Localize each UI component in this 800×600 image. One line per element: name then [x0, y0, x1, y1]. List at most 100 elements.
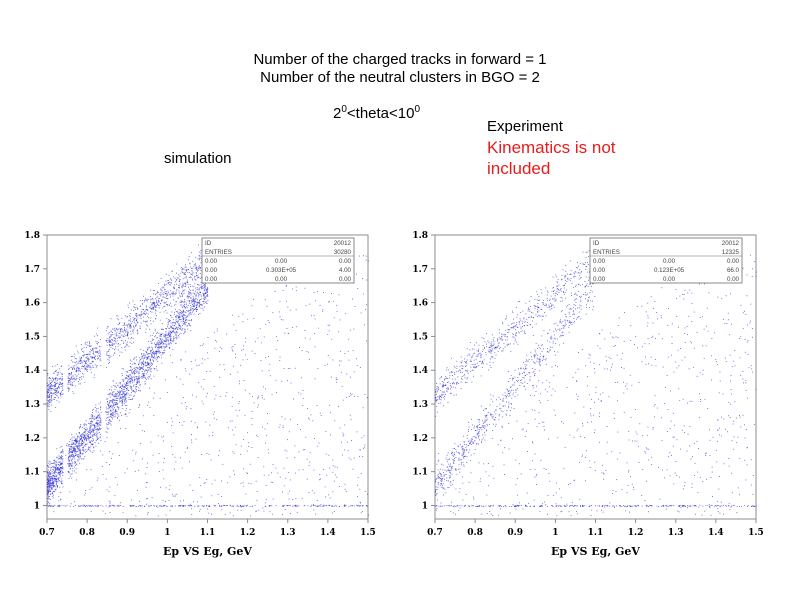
scatter-point: [192, 304, 194, 306]
scatter-point: [294, 457, 296, 459]
scatter-point: [68, 377, 70, 379]
scatter-point: [177, 297, 179, 299]
scatter-point: [308, 492, 310, 493]
scatter-point: [136, 389, 137, 391]
scatter-point: [136, 390, 138, 392]
scatter-point: [715, 361, 717, 363]
scatter-point: [200, 286, 202, 288]
scatter-point: [89, 430, 91, 431]
scatter-point: [53, 398, 55, 400]
scatter-point: [115, 341, 117, 343]
scatter-point: [174, 284, 175, 286]
scatter-point: [87, 438, 89, 439]
scatter-point: [188, 313, 190, 315]
scatter-point: [49, 482, 51, 484]
scatter-point: [56, 475, 58, 477]
scatter-point: [153, 293, 154, 295]
scatter-point: [173, 338, 175, 339]
data-points: [435, 243, 757, 517]
scatter-point: [314, 300, 316, 302]
scatter-point: [61, 376, 63, 377]
scatter-point: [73, 449, 74, 451]
scatter-point: [172, 505, 173, 507]
scatter-point: [77, 350, 79, 352]
scatter-point: [91, 418, 93, 419]
scatter-point: [157, 341, 159, 343]
scatter-point: [163, 296, 165, 298]
scatter-point: [149, 299, 151, 301]
scatter-point: [142, 372, 144, 374]
scatter-point: [57, 378, 59, 380]
scatter-point: [188, 259, 189, 261]
scatter-point: [205, 285, 206, 287]
scatter-point: [71, 461, 73, 463]
scatter-point: [116, 395, 118, 397]
scatter-point: [95, 410, 97, 411]
scatter-point: [60, 366, 62, 367]
scatter-point: [199, 257, 201, 259]
scatter-point: [201, 454, 203, 455]
scatter-point: [189, 313, 191, 315]
scatter-point: [173, 286, 175, 288]
scatter-point: [323, 505, 325, 507]
scatter-point: [147, 315, 149, 317]
scatter-point: [171, 327, 172, 329]
scatter-point: [82, 434, 84, 436]
scatter-point: [93, 417, 95, 419]
scatter-point: [576, 430, 578, 432]
scatter-point: [705, 452, 706, 454]
scatter-point: [132, 390, 133, 392]
scatter-point: [605, 469, 607, 471]
scatter-point: [617, 381, 618, 383]
scatter-point: [175, 315, 177, 317]
scatter-point: [127, 344, 128, 346]
scatter-point: [127, 325, 129, 326]
scatter-point: [138, 407, 140, 408]
scatter-point: [49, 396, 51, 398]
scatter-point: [50, 478, 52, 480]
scatter-point: [689, 341, 691, 343]
scatter-point: [81, 366, 83, 368]
scatter-point: [698, 448, 699, 449]
scatter-point: [203, 295, 205, 297]
scatter-point: [312, 420, 314, 422]
scatter-point: [196, 309, 197, 311]
scatter-point: [232, 515, 234, 517]
scatter-point: [295, 309, 297, 311]
scatter-point: [99, 352, 101, 354]
scatter-point: [302, 398, 304, 400]
scatter-point: [93, 427, 95, 429]
scatter-point: [55, 389, 57, 391]
scatter-point: [69, 491, 71, 493]
scatter-point: [670, 420, 672, 422]
scatter-point: [173, 327, 175, 329]
scatter-point: [160, 333, 162, 335]
scatter-point: [118, 395, 120, 397]
scatter-point: [52, 492, 53, 494]
scatter-point: [731, 393, 732, 395]
scatter-point: [93, 425, 95, 427]
scatter-point: [132, 373, 134, 375]
scatter-point: [139, 500, 140, 502]
scatter-point: [47, 483, 49, 485]
scatter-point: [204, 288, 206, 290]
scatter-point: [67, 445, 69, 447]
scatter-point: [570, 515, 572, 517]
scatter-point: [141, 355, 143, 357]
scatter-point: [178, 316, 180, 317]
scatter-point: [58, 472, 59, 474]
scatter-point: [70, 443, 72, 445]
scatter-point: [84, 368, 86, 370]
scatter-point: [561, 510, 563, 512]
scatter-point: [93, 415, 95, 417]
scatter-point: [141, 367, 142, 369]
scatter-point: [367, 493, 368, 495]
scatter-point: [73, 446, 75, 447]
scatter-point: [226, 505, 228, 506]
scatter-point: [166, 345, 168, 347]
scatter-point: [118, 415, 120, 417]
scatter-point: [90, 348, 92, 350]
scatter-point: [143, 301, 145, 303]
scatter-point: [580, 436, 582, 437]
scatter-point: [161, 342, 163, 343]
